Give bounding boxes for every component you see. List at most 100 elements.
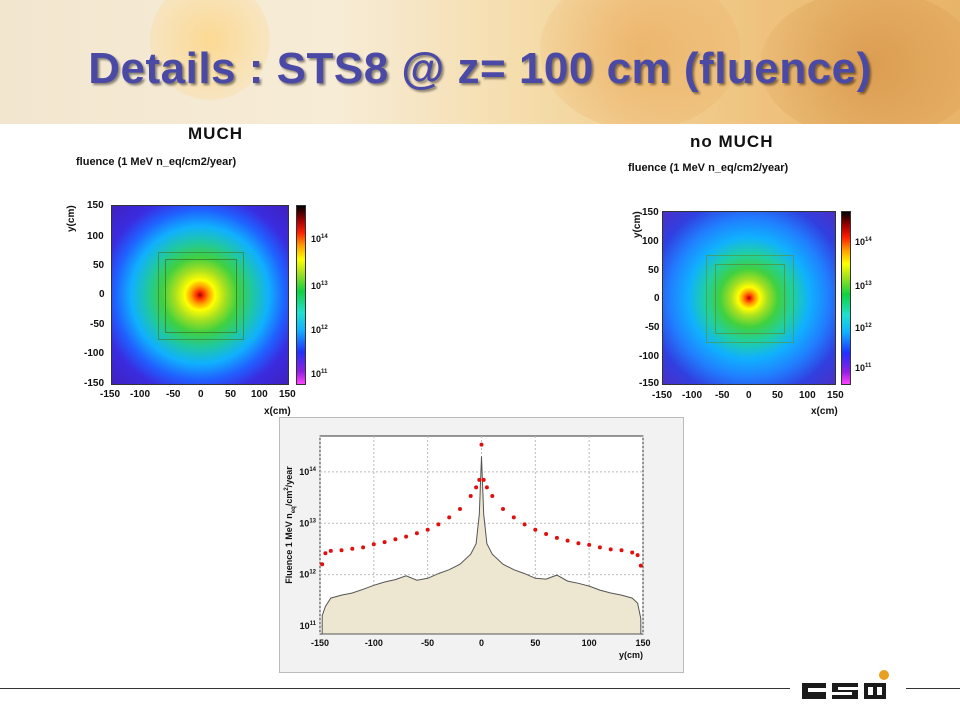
x-tick-much: 100 — [251, 389, 268, 400]
data-point — [501, 507, 505, 511]
x-tick-much: -50 — [166, 389, 181, 400]
heatmap-no-much — [662, 211, 836, 385]
x-axis-title-much: x(cm) — [264, 406, 291, 417]
data-point — [544, 532, 549, 536]
x-tick-much: 150 — [279, 389, 296, 400]
colorbar-no-much — [841, 211, 851, 385]
x-tick-no-much: 50 — [772, 390, 784, 401]
y-tick-no-much: 150 — [642, 207, 659, 218]
colorbar-label-no-much: 1012 — [855, 323, 872, 333]
x-tick-label: -100 — [365, 638, 383, 648]
data-point — [484, 485, 489, 490]
y-tick-no-much: 100 — [642, 236, 659, 247]
data-point — [361, 545, 366, 550]
data-point — [425, 527, 430, 532]
banner-decoration — [540, 0, 740, 124]
data-point — [511, 515, 516, 520]
y-tick-label: 1012 — [299, 570, 316, 580]
panel-label-much: MUCH — [188, 124, 243, 143]
x-axis-title: y(cm) — [619, 650, 643, 660]
title-banner: Details : STS8 @ z= 100 cm (fluence) — [0, 0, 960, 124]
data-point — [350, 546, 355, 551]
banner-decoration — [150, 0, 270, 100]
data-point — [339, 548, 344, 553]
data-point — [576, 541, 581, 546]
footer-rule — [906, 688, 960, 689]
colorbar-label-much: 1012 — [311, 325, 328, 335]
data-point — [490, 494, 495, 498]
profile-plot-frame: -150 -100 -50 0 50 100 150 1014 1013 1012 1011 y(cm… — [279, 417, 684, 673]
x-tick-much: 50 — [225, 389, 237, 400]
colorbar-label-no-much: 1014 — [855, 237, 872, 247]
y-axis-title-much: y(cm) — [66, 205, 77, 232]
data-point — [382, 540, 387, 545]
data-point — [554, 535, 559, 540]
data-point — [414, 531, 419, 536]
data-point — [635, 553, 640, 558]
x-tick-label: 100 — [582, 638, 597, 648]
data-point — [638, 563, 643, 568]
data-point — [630, 550, 635, 555]
x-tick-label: 0 — [479, 638, 484, 648]
data-point — [565, 538, 570, 543]
y-tick-much: 0 — [99, 289, 105, 300]
y-tick-no-much: 0 — [654, 293, 660, 304]
y-tick-much: 50 — [93, 260, 105, 271]
data-point — [468, 494, 473, 498]
data-point — [436, 522, 441, 527]
data-point — [619, 548, 624, 553]
data-point — [481, 477, 486, 482]
data-point — [474, 485, 479, 490]
y-tick-no-much: 50 — [648, 265, 660, 276]
heatmap-much — [111, 205, 289, 385]
data-point — [479, 442, 484, 447]
data-point — [597, 545, 602, 550]
y-tick-no-much: -100 — [639, 351, 660, 362]
data-point — [404, 534, 409, 539]
data-point — [447, 515, 452, 520]
colorbar-label-no-much: 1013 — [855, 281, 872, 291]
slide-title: Details : STS8 @ z= 100 cm (fluence) — [88, 44, 872, 93]
colorbar-label-much: 1011 — [311, 369, 328, 379]
x-tick-much: -150 — [100, 389, 121, 400]
y-tick-much: 100 — [87, 231, 104, 242]
y-tick-much: 150 — [87, 200, 104, 211]
x-tick-no-much: -100 — [682, 390, 703, 401]
y-tick-much: -150 — [84, 378, 105, 389]
x-tick-much: -100 — [130, 389, 151, 400]
data-point — [320, 562, 325, 567]
footer-rule — [0, 688, 790, 689]
data-point — [371, 542, 376, 547]
y-tick-label: 1013 — [299, 518, 316, 528]
heatmap-title-no-much: fluence (1 MeV n_eq/cm2/year) — [628, 162, 789, 174]
data-point — [522, 522, 527, 527]
data-point — [328, 548, 333, 553]
y-tick-much: -100 — [84, 348, 105, 359]
y-tick-much: -50 — [90, 319, 105, 330]
x-tick-no-much: 150 — [827, 390, 844, 401]
y-tick-no-much: -150 — [639, 378, 660, 389]
y-tick-label: 1014 — [299, 467, 316, 477]
x-tick-no-much: 100 — [799, 390, 816, 401]
x-tick-label: -50 — [421, 638, 434, 648]
x-tick-much: 0 — [198, 389, 204, 400]
colorbar-much — [296, 205, 306, 385]
data-point — [393, 537, 398, 542]
y-tick-label: 1011 — [300, 621, 317, 631]
histogram-series — [321, 456, 642, 635]
colorbar-label-much: 1013 — [311, 281, 328, 291]
x-tick-no-much: 0 — [746, 390, 752, 401]
x-tick-label: -150 — [311, 638, 329, 648]
x-tick-label: 150 — [635, 638, 650, 648]
x-tick-label: 50 — [530, 638, 540, 648]
y-tick-no-much: -50 — [645, 322, 660, 333]
colorbar-label-much: 1014 — [311, 234, 328, 244]
data-point — [587, 542, 592, 547]
data-point — [458, 507, 462, 511]
gsi-logo — [802, 670, 889, 699]
data-point — [477, 477, 482, 482]
colorbar-label-no-much: 1011 — [855, 363, 872, 373]
data-point — [323, 551, 328, 556]
y-axis-title: Fluence 1 MeV neq/cm2/year — [284, 466, 297, 584]
profile-plot: -150 -100 -50 0 50 100 150 1014 1013 1012 1011 y(cm… — [284, 435, 651, 660]
